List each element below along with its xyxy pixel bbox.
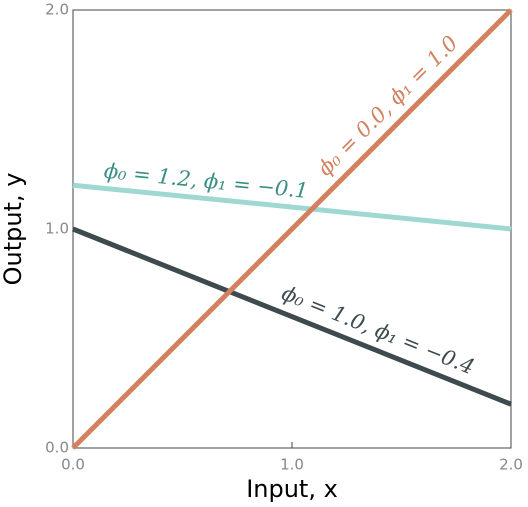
line-series <box>72 182 512 232</box>
x-tick-label: 1.0 <box>280 456 304 474</box>
x-tick-label: 2.0 <box>499 456 523 474</box>
y-tick-label: 0.0 <box>45 439 69 457</box>
line-annotation: ϕ₀ = 1.0, ϕ₁ = −0.4 <box>278 281 477 379</box>
line-series <box>72 226 512 407</box>
y-tick-label: 1.0 <box>45 220 69 238</box>
line-series <box>71 8 513 450</box>
y-tick-label: 2.0 <box>45 1 69 19</box>
line-annotation: ϕ₀ = 0.0, ϕ₁ = 1.0 <box>313 31 463 181</box>
x-tick-label: 0.0 <box>61 456 85 474</box>
y-axis-title: Output, y <box>0 173 27 286</box>
x-axis-title: Input, x <box>246 475 338 503</box>
